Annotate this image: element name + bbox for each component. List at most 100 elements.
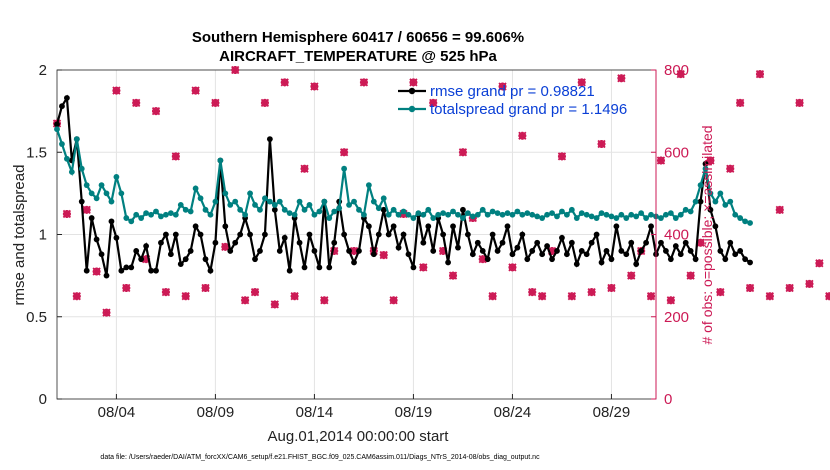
totalspread-point <box>222 190 229 197</box>
totalspread-point <box>425 206 432 213</box>
rmse-point <box>663 248 669 254</box>
totalspread-point <box>390 206 397 213</box>
totalspread-point <box>563 211 570 218</box>
rmse-point <box>514 244 521 251</box>
rmse-point <box>573 261 580 268</box>
totalspread-point <box>613 215 620 221</box>
rmse-point <box>484 256 491 263</box>
rmse-point <box>524 256 531 263</box>
rmse-point <box>544 243 550 249</box>
totalspread-point <box>499 211 506 218</box>
rmse-point <box>331 239 338 246</box>
rmse-point <box>143 243 150 249</box>
rmse-point <box>455 244 461 251</box>
totalspread-point <box>73 136 80 142</box>
rmse-point <box>623 251 630 258</box>
grid <box>57 69 656 400</box>
rmse-point <box>464 231 471 238</box>
legend-swatch-marker <box>408 105 416 113</box>
legend-label: totalspread grand pr = 1.1496 <box>430 101 627 118</box>
totalspread-point <box>202 206 209 213</box>
totalspread-point <box>356 206 362 213</box>
obs-assimilated-point <box>726 164 735 173</box>
totalspread-point <box>464 210 471 217</box>
rmse-point <box>727 239 734 246</box>
totalspread-point <box>697 182 704 189</box>
rmse-point <box>697 198 704 205</box>
x-tick-label: 08/14 <box>296 404 334 421</box>
y-right-tick-label: 600 <box>664 144 689 161</box>
rmse-point <box>732 251 739 258</box>
rmse-point <box>93 236 100 243</box>
rmse-point <box>346 248 352 254</box>
totalspread-point <box>326 215 333 221</box>
rmse-point <box>306 231 313 238</box>
totalspread-point <box>479 206 486 213</box>
totalspread-point <box>365 182 372 189</box>
obs-assimilated-point <box>181 292 190 301</box>
y-axis-right: 0 200 400 600 800 <box>651 62 689 408</box>
rmse-point <box>519 231 526 238</box>
rmse-point <box>603 248 610 254</box>
obs-assimilated-point <box>607 283 616 293</box>
rmse-point <box>128 264 135 271</box>
totalspread-point <box>727 198 734 205</box>
totalspread-point <box>450 208 456 215</box>
rmse-point <box>108 218 115 225</box>
obs-assimilated-point <box>72 292 81 301</box>
y-right-tick-label: 400 <box>664 227 689 244</box>
totalspread-point <box>455 211 461 218</box>
rmse-point <box>167 251 174 258</box>
totalspread-point <box>717 190 724 197</box>
y-tick-label: 0.5 <box>26 309 47 326</box>
obs-assimilated-point <box>191 86 200 95</box>
totalspread-point <box>460 215 466 221</box>
obs-assimilated-point <box>429 98 438 108</box>
chart-title-line2: AIRCRAFT_TEMPERATURE @ 525 hPa <box>219 48 497 65</box>
rmse-point <box>227 248 234 254</box>
rmse-point <box>286 267 293 274</box>
rmse-point <box>212 239 219 246</box>
totalspread-point <box>182 206 189 213</box>
totalspread-point <box>336 205 343 212</box>
obs-assimilated-point <box>646 292 656 301</box>
totalspread-point <box>692 198 699 205</box>
obs-assimilated-point <box>656 156 666 165</box>
obs-assimilated-point <box>478 255 487 264</box>
rmse-point <box>148 267 154 274</box>
totalspread-point <box>420 211 427 218</box>
rmse-point <box>375 231 382 238</box>
obs-assimilated-point <box>339 148 349 157</box>
obs-assimilated-point <box>280 78 289 87</box>
totalspread-point <box>301 206 308 213</box>
rmse-point <box>207 267 214 274</box>
rmse-point <box>88 215 95 221</box>
rmse-point <box>177 261 184 268</box>
totalspread-point <box>573 215 580 221</box>
obs-assimilated-point <box>231 65 240 75</box>
x-tick-label: 08/24 <box>494 404 532 421</box>
obs-assimilated-point <box>815 259 824 268</box>
totalspread-point <box>598 210 605 217</box>
rmse-point <box>469 251 476 258</box>
obs-assimilated-point <box>745 283 755 293</box>
totalspread-point <box>682 206 689 213</box>
obs-assimilated-point <box>132 98 141 108</box>
totalspread-point <box>64 155 70 162</box>
rmse-point <box>598 259 605 266</box>
rmse-point <box>153 267 159 274</box>
obs-assimilated-point <box>250 287 260 297</box>
totalspread-point <box>158 213 164 220</box>
obs-assimilated-point <box>260 98 270 108</box>
rmse-point <box>202 256 209 263</box>
totalspread-point <box>227 201 234 208</box>
rmse-point <box>549 256 555 263</box>
totalspread-point <box>118 190 125 197</box>
rmse-point <box>460 206 466 213</box>
rmse-point <box>430 248 437 254</box>
totalspread-point <box>113 174 120 180</box>
rmse-point <box>113 234 120 241</box>
rmse-point <box>266 136 273 142</box>
obs-assimilated-point <box>221 242 230 251</box>
